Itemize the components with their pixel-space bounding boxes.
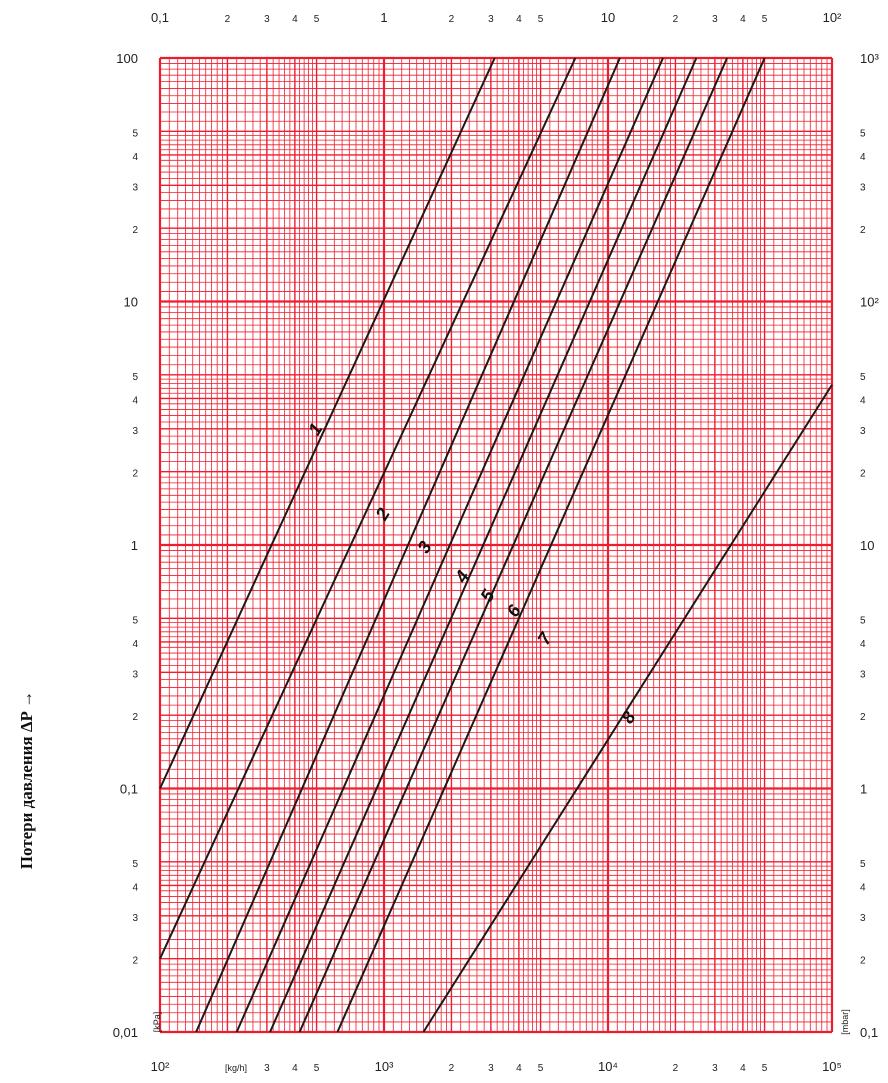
curve-1 (159, 57, 496, 789)
y-unit-left-label: [kPa] (152, 1012, 162, 1033)
left-tick-label: 4 (132, 882, 138, 893)
top-tick-label: 5 (538, 14, 544, 25)
right-tick-label: 4 (860, 639, 866, 650)
curve-5 (269, 57, 698, 1033)
bottom-tick-label: 3 (712, 1063, 718, 1074)
right-tick-label: 10³ (860, 51, 879, 66)
right-tick-label: 4 (860, 395, 866, 406)
top-tick-label: 10² (823, 10, 842, 25)
bottom-tick-label: 5 (538, 1063, 544, 1074)
right-tick-label: 0,1 (860, 1025, 878, 1040)
right-tick-label: 10 (860, 538, 874, 553)
top-tick-label: 2 (225, 14, 231, 25)
right-tick-label: 3 (860, 669, 866, 680)
left-tick-label: 10 (124, 295, 138, 310)
curve-3 (195, 57, 621, 1033)
top-tick-label: 5 (314, 14, 320, 25)
left-tick-label: 2 (132, 956, 138, 967)
bottom-tick-label: 4 (292, 1063, 298, 1074)
right-tick-label: 4 (860, 882, 866, 893)
left-tick-label: 3 (132, 913, 138, 924)
top-tick-label: 0,1 (151, 10, 169, 25)
right-tick-label: 2 (860, 712, 866, 723)
left-tick-label: 5 (132, 372, 138, 383)
bottom-tick-label: 3 (264, 1063, 270, 1074)
grid (158, 56, 834, 1034)
curves (159, 57, 833, 1033)
left-axis-ticks: 100 5 4 3 2 10 5 4 3 2 1 5 4 3 2 0,1 5 4 3 2 0,01 (113, 51, 139, 1040)
left-tick-label: 0,1 (120, 782, 138, 797)
left-tick-label: 4 (132, 395, 138, 406)
top-tick-label: 3 (488, 14, 494, 25)
curve-4 (235, 57, 664, 1033)
curve-8 (422, 384, 833, 1033)
right-axis-ticks: 10³ 5 4 3 2 10² 5 4 3 2 10 5 4 3 2 1 5 4 3 2 0,1 (860, 51, 879, 1040)
left-tick-label: 5 (132, 859, 138, 870)
top-axis-ticks: 0,1 2 3 4 5 1 2 3 4 5 10 2 3 4 5 10² (151, 10, 842, 25)
right-tick-label: 2 (860, 956, 866, 967)
left-tick-label: 5 (132, 128, 138, 139)
right-tick-label: 5 (860, 372, 866, 383)
bottom-tick-label: 2 (449, 1063, 455, 1074)
right-tick-label: 5 (860, 859, 866, 870)
top-tick-label: 2 (449, 14, 455, 25)
top-tick-label: 4 (292, 14, 298, 25)
left-tick-label: 3 (132, 426, 138, 437)
right-tick-label: 10² (860, 295, 879, 310)
right-tick-label: 1 (860, 782, 867, 797)
left-tick-label: 4 (132, 639, 138, 650)
left-tick-label: 2 (132, 469, 138, 480)
bottom-tick-label: 10² (151, 1059, 170, 1074)
top-tick-label: 10 (601, 10, 615, 25)
right-tick-label: 3 (860, 426, 866, 437)
bottom-tick-label: 5 (314, 1063, 320, 1074)
y-unit-right-label: [mbar] (840, 1009, 850, 1035)
bottom-tick-label: 10⁵ (822, 1059, 842, 1074)
left-tick-label: 1 (131, 538, 138, 553)
top-tick-label: 3 (264, 14, 270, 25)
right-tick-label: 5 (860, 128, 866, 139)
right-tick-label: 5 (860, 615, 866, 626)
bottom-tick-label: 5 (762, 1063, 768, 1074)
curve-2 (159, 57, 577, 960)
top-tick-label: 2 (673, 14, 679, 25)
y-axis-label: Потери давления ΔP → (17, 691, 36, 869)
curve-6 (298, 57, 728, 1033)
right-tick-label: 2 (860, 469, 866, 480)
right-tick-label: 2 (860, 225, 866, 236)
curve-7 (336, 57, 766, 1033)
top-tick-label: 3 (712, 14, 718, 25)
left-tick-label: 3 (132, 182, 138, 193)
left-tick-label: 3 (132, 669, 138, 680)
top-tick-label: 5 (762, 14, 768, 25)
right-tick-label: 3 (860, 913, 866, 924)
bottom-tick-label: 10³ (375, 1059, 394, 1074)
left-tick-label: 2 (132, 712, 138, 723)
top-tick-label: 1 (380, 10, 387, 25)
left-tick-label: 0,01 (113, 1025, 138, 1040)
right-tick-label: 4 (860, 152, 866, 163)
left-tick-label: 4 (132, 152, 138, 163)
left-tick-label: 5 (132, 615, 138, 626)
left-tick-label: 100 (116, 51, 138, 66)
x-unit-label: [kg/h] (225, 1063, 247, 1073)
bottom-tick-label: 10⁴ (598, 1059, 618, 1074)
bottom-tick-label: 2 (673, 1063, 679, 1074)
bottom-tick-label: 4 (516, 1063, 522, 1074)
bottom-axis-ticks: 10² 3 4 5 10³ 2 3 4 5 10⁴ 2 3 4 5 10⁵ (151, 1059, 842, 1074)
bottom-tick-label: 4 (740, 1063, 746, 1074)
left-tick-label: 2 (132, 225, 138, 236)
top-tick-label: 4 (516, 14, 522, 25)
right-tick-label: 3 (860, 182, 866, 193)
top-tick-label: 4 (740, 14, 746, 25)
bottom-tick-label: 3 (488, 1063, 494, 1074)
